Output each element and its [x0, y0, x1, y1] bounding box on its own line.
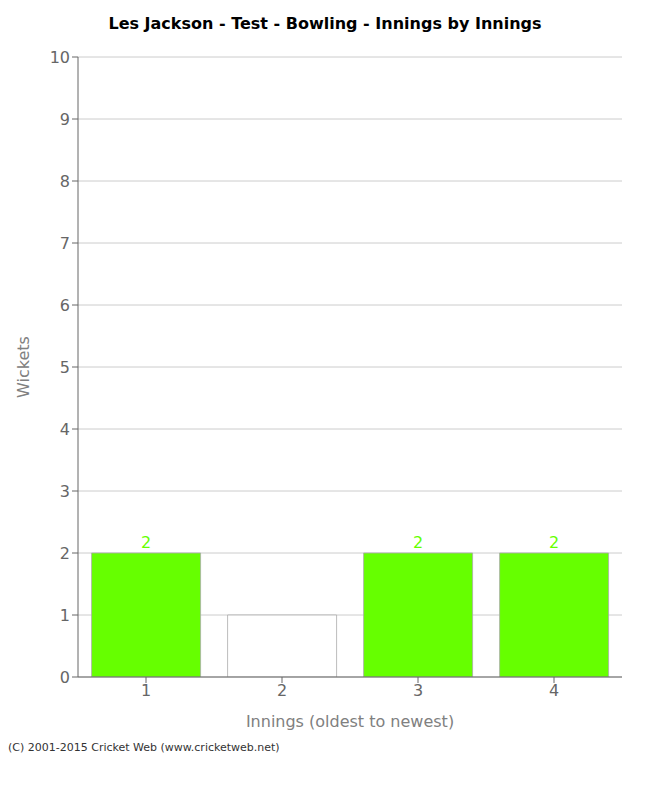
- svg-text:Innings (oldest to newest): Innings (oldest to newest): [246, 712, 454, 731]
- svg-text:3: 3: [413, 681, 423, 700]
- svg-text:Wickets: Wickets: [14, 336, 33, 398]
- svg-text:0: 0: [60, 668, 70, 687]
- svg-text:4: 4: [549, 681, 559, 700]
- svg-text:6: 6: [60, 296, 70, 315]
- svg-text:2: 2: [277, 681, 287, 700]
- svg-text:1: 1: [60, 606, 70, 625]
- svg-text:5: 5: [60, 358, 70, 377]
- svg-text:2: 2: [413, 533, 423, 552]
- svg-text:2: 2: [549, 533, 559, 552]
- html-text:Les Jackson - Test - Bowling -: Les Jackson - Test - Bowling - Innings b…: [108, 14, 542, 33]
- svg-text:2: 2: [141, 533, 151, 552]
- svg-text:10: 10: [50, 48, 70, 67]
- svg-text:4: 4: [60, 420, 70, 439]
- svg-text:1: 1: [277, 595, 287, 614]
- svg-text:1: 1: [141, 681, 151, 700]
- svg-text:3: 3: [60, 482, 70, 501]
- svg-text:2: 2: [60, 544, 70, 563]
- svg-text:8: 8: [60, 172, 70, 191]
- html-text:(C) 2001-2015 Cricket Web (www: (C) 2001-2015 Cricket Web (www.cricketwe…: [8, 741, 280, 754]
- svg-text:7: 7: [60, 234, 70, 253]
- svg-text:9: 9: [60, 110, 70, 129]
